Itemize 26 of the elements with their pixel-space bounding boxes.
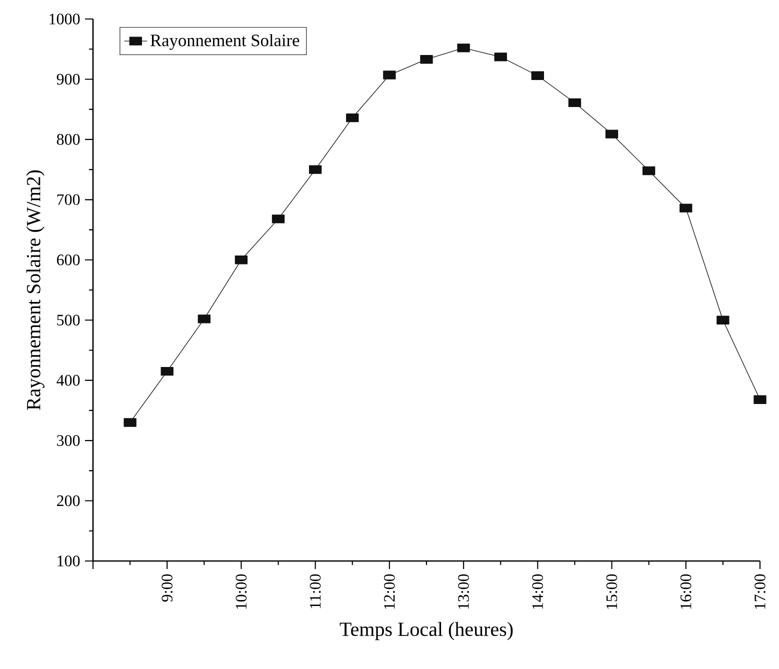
y-tick-label: 300 [57,435,80,446]
x-tick-label: 11:00 [310,574,321,608]
y-tick-label: 600 [56,254,80,266]
point [160,366,174,376]
legend-label: Rayonnement Solaire [150,34,300,50]
x-tick-label: 12:00 [384,574,395,609]
point [642,166,656,176]
y-tick-label: 400 [56,374,80,386]
y-tick-label: 700 [57,194,80,206]
x-tick-label: 10:00 [236,574,247,609]
x-axis-title: Temps Local (heures) [340,622,513,640]
y-tick-label: 1000 [50,14,80,24]
point [568,98,582,108]
point [346,113,359,122]
y-tick-label: 900 [56,74,80,85]
y-tick-label: 800 [56,134,80,145]
y-tick-label: 200 [57,495,80,506]
x-tick-label: 15:00 [606,574,618,609]
y-tick-label: 500 [57,314,80,326]
x-tick-label: 14:00 [532,574,544,609]
x-tick-label: 17:00 [754,574,766,609]
x-tick-label: 13:00 [458,574,469,609]
x-tick-label: 9:00 [162,574,173,602]
x-tick-label: 16:00 [680,574,692,609]
y-axis-title: Rayonnement Solaire (W/m2) [26,170,44,410]
y-tick-label: 100 [58,556,80,566]
